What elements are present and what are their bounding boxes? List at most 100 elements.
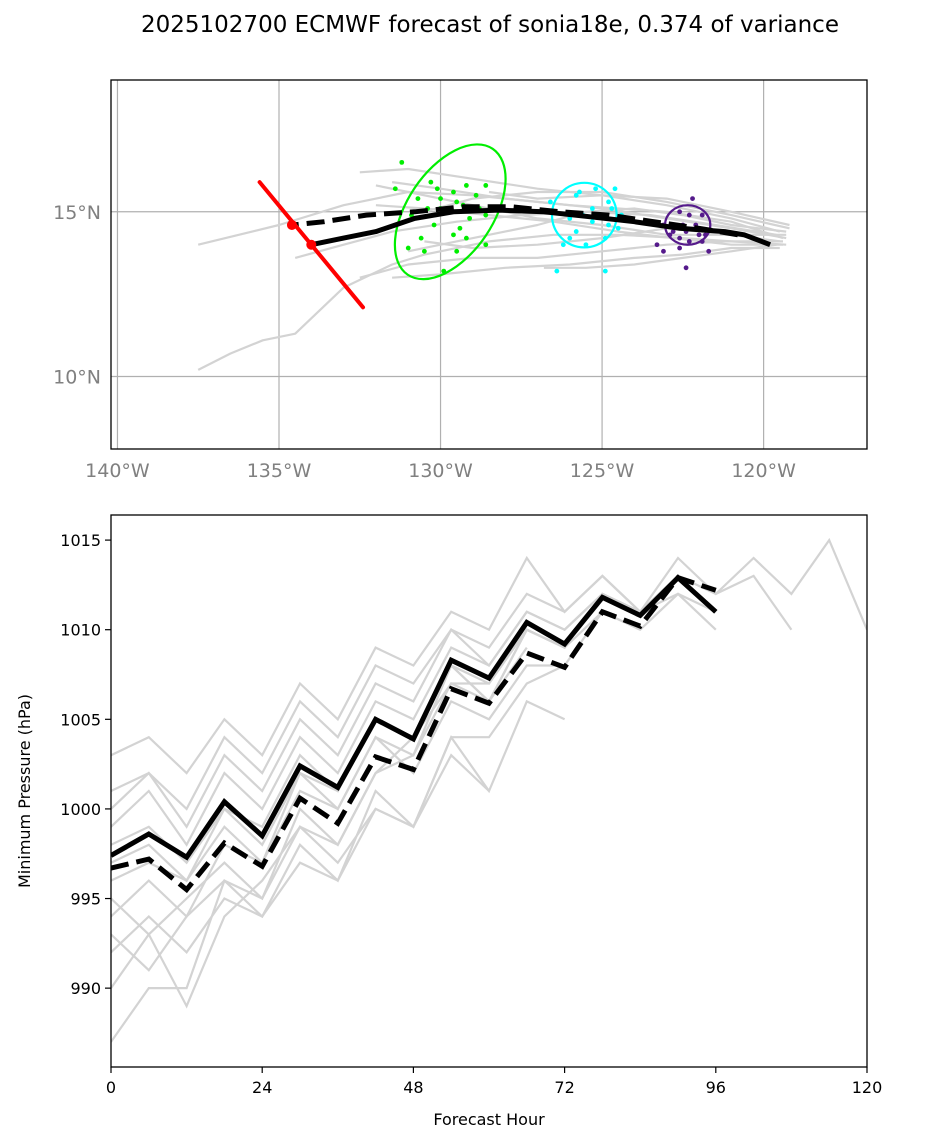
pressure-chart: 0 24 48 72 96 120 990 995 1000 1005 1010 1015 Foreca…	[15, 514, 883, 1129]
y-tick-label: 1000	[60, 800, 101, 819]
ensemble-point-96h	[696, 232, 702, 238]
ensemble-point-72h	[589, 219, 595, 225]
ensemble-point-48h	[473, 192, 479, 198]
ensemble-point-72h	[560, 242, 566, 248]
ensemble-point-48h	[415, 196, 421, 202]
ensemble-point-96h	[677, 209, 683, 215]
ensemble-point-72h	[577, 189, 582, 195]
ensemble-point-48h	[467, 215, 473, 221]
ensemble-pressure-line	[111, 610, 641, 883]
ensemble-pressure-line	[111, 664, 566, 989]
ensemble-point-72h	[602, 268, 608, 274]
ensemble-point-48h	[451, 189, 456, 195]
ensemble-point-72h	[583, 242, 589, 248]
pressure-plot-area	[111, 537, 867, 1043]
y-tick-label: 1005	[60, 710, 101, 729]
map-lon-tick-label: 125°W	[570, 460, 635, 482]
chart-title: 2025102700 ECMWF forecast of sonia18e, 0…	[141, 12, 839, 38]
track-map: 140°W 135°W 130°W 125°W 120°W 10°N 15°N	[53, 79, 868, 482]
perturbed-mean-track	[291, 204, 739, 238]
ensemble-point-48h	[454, 248, 460, 254]
x-tick-label: 120	[852, 1078, 883, 1097]
ensemble-point-48h	[434, 186, 440, 192]
ensemble-point-48h	[399, 159, 405, 165]
map-lon-tick-label: 120°W	[731, 460, 796, 482]
ensemble-point-96h	[690, 196, 695, 202]
y-tick-label: 1015	[60, 531, 101, 550]
ensemble-pressure-line	[111, 537, 867, 882]
x-tick-label: 96	[706, 1078, 726, 1097]
ensemble-point-96h	[699, 212, 705, 218]
ensemble-point-72h	[609, 206, 615, 211]
ensemble-pressure-line	[111, 699, 566, 954]
ensemble-pressure-line	[111, 575, 679, 847]
ensemble-point-48h	[405, 245, 411, 251]
explained-variance-point	[306, 239, 317, 250]
ensemble-point-72h	[606, 222, 611, 228]
ensemble-point-48h	[428, 179, 434, 185]
ensemble-point-48h	[463, 183, 469, 188]
map-lon-tick-label: 135°W	[247, 460, 312, 482]
ensemble-pressure-line	[111, 646, 528, 1043]
ensemble-point-72h	[567, 235, 573, 241]
ensemble-point-48h	[457, 225, 463, 231]
pressure-frame	[110, 514, 868, 1068]
x-tick-label: 0	[106, 1078, 116, 1097]
ensemble-point-96h	[706, 248, 712, 254]
ensemble-pressure-line	[111, 574, 641, 811]
ensemble-point-96h	[654, 242, 660, 248]
ensemble-point-48h	[421, 248, 427, 254]
ensemble-point-72h	[615, 225, 621, 231]
ensemble-point-48h	[418, 235, 424, 241]
ensemble-point-72h	[573, 229, 579, 234]
ensemble-point-72h	[593, 186, 599, 192]
ensemble-track	[488, 190, 790, 227]
ensemble-point-48h	[431, 222, 437, 228]
ensemble-point-96h	[670, 229, 676, 234]
ensemble-point-72h	[554, 268, 560, 274]
ensemble-point-72h	[547, 199, 553, 205]
ensemble-point-48h	[483, 183, 489, 188]
ensemble-pressure-line	[111, 592, 717, 865]
ensemble-point-72h	[612, 186, 618, 192]
ensemble-track	[543, 243, 777, 269]
ensemble-point-48h	[483, 242, 489, 248]
x-tick-label: 24	[252, 1078, 272, 1097]
x-axis-label: Forecast Hour	[433, 1110, 545, 1129]
x-tick-label: 72	[554, 1078, 574, 1097]
ensemble-point-48h	[451, 232, 456, 238]
y-tick-label: 990	[70, 979, 101, 998]
ensemble-point-96h	[677, 235, 683, 241]
ensemble-track	[392, 246, 780, 279]
ensemble-point-96h	[686, 212, 692, 218]
ensemble-pressure-line	[111, 574, 717, 829]
ensemble-point-48h	[392, 186, 398, 192]
ensemble-point-96h	[683, 265, 689, 271]
ensemble-track	[359, 240, 783, 279]
x-tick-label: 48	[403, 1078, 423, 1097]
ensemble-point-48h	[454, 199, 460, 205]
ensemble-point-72h	[589, 206, 595, 211]
ensemble-point-96h	[661, 248, 666, 254]
ensemble-point-48h	[463, 235, 469, 241]
map-lon-tick-label: 140°W	[85, 460, 150, 482]
map-frame	[110, 79, 868, 450]
ensemble-point-72h	[573, 192, 579, 198]
map-lat-tick-label: 15°N	[53, 202, 101, 224]
ensemble-point-96h	[677, 245, 683, 251]
ensemble-point-72h	[606, 199, 611, 205]
y-tick-label: 995	[70, 890, 101, 909]
ensemble-point-48h	[483, 212, 489, 218]
map-lon-tick-label: 130°W	[408, 460, 473, 482]
dashed-mean-pressure-line	[111, 574, 717, 894]
map-lat-tick-label: 10°N	[53, 367, 101, 389]
map-plot-area	[111, 80, 867, 449]
ensemble-point-48h	[438, 196, 443, 202]
ensemble-track	[407, 207, 787, 253]
y-tick-label: 1010	[60, 621, 101, 640]
mean-pressure-line	[111, 574, 718, 861]
uncertainty-ellipse-48h	[393, 143, 507, 281]
ensemble-point-96h	[686, 239, 692, 244]
y-axis-label: Minimum Pressure (hPa)	[15, 694, 34, 888]
